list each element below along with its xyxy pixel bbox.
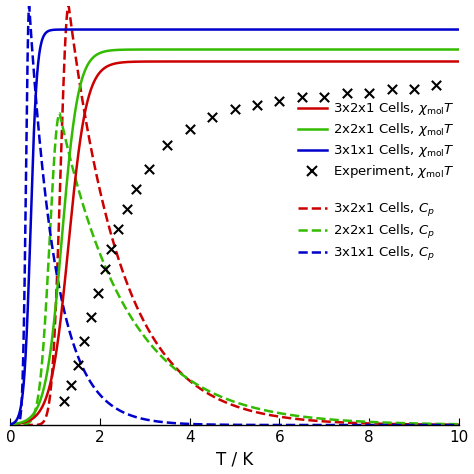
Point bbox=[320, 94, 328, 101]
Point bbox=[108, 246, 115, 253]
Point bbox=[67, 381, 75, 389]
Point bbox=[343, 90, 350, 97]
Point bbox=[186, 126, 193, 133]
Point bbox=[276, 98, 283, 105]
Point bbox=[209, 114, 216, 121]
Point bbox=[433, 82, 440, 89]
Point bbox=[298, 94, 306, 101]
Point bbox=[132, 185, 140, 193]
Point bbox=[410, 86, 418, 93]
Point bbox=[253, 101, 261, 109]
Point bbox=[60, 397, 68, 405]
Point bbox=[81, 337, 88, 345]
Legend: 3x2x1 Cells, $\chi_{\rm mol}T$, 2x2x1 Cells, $\chi_{\rm mol}T$, 3x1x1 Cells, $\c: 3x2x1 Cells, $\chi_{\rm mol}T$, 2x2x1 Ce… bbox=[295, 98, 457, 266]
Point bbox=[123, 206, 131, 213]
Point bbox=[388, 86, 395, 93]
X-axis label: T / K: T / K bbox=[216, 450, 253, 468]
Point bbox=[164, 142, 171, 149]
Point bbox=[74, 361, 82, 369]
Point bbox=[231, 106, 238, 113]
Point bbox=[365, 90, 373, 97]
Point bbox=[146, 165, 153, 173]
Point bbox=[101, 265, 109, 273]
Point bbox=[114, 226, 122, 233]
Point bbox=[94, 290, 101, 297]
Point bbox=[87, 313, 95, 321]
